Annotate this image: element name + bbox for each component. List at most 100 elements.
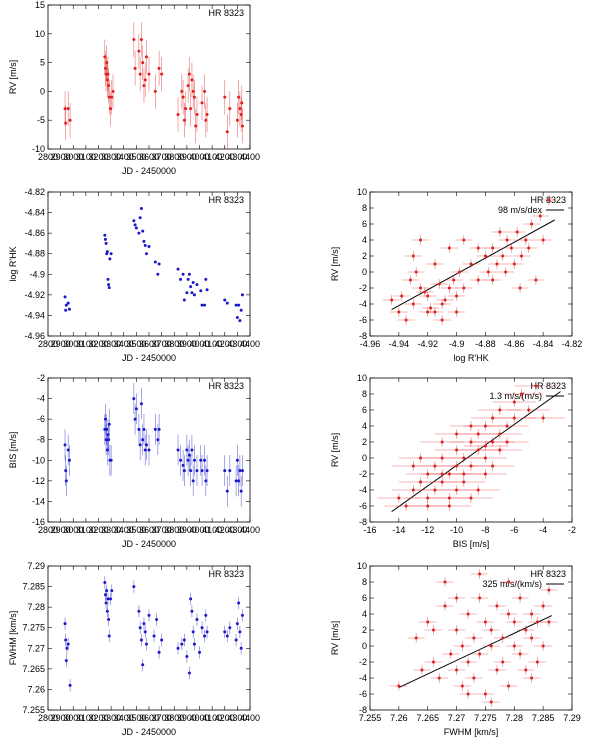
data-point [498, 235, 516, 245]
point-marker [64, 121, 68, 125]
point-marker [457, 270, 461, 274]
point-marker [431, 660, 435, 664]
data-point [239, 642, 243, 655]
y-tick-label: -5 [37, 115, 45, 125]
point-marker [108, 597, 112, 601]
data-point [67, 444, 71, 476]
data-point [153, 260, 157, 264]
point-marker [449, 652, 453, 656]
data-point [235, 315, 239, 319]
data-point [485, 437, 529, 447]
point-marker [237, 479, 241, 483]
point-marker [534, 278, 538, 282]
data-point [110, 79, 114, 115]
data-point [463, 441, 508, 451]
data-point [134, 393, 138, 425]
x-tick-label: 2800 [38, 525, 58, 535]
x-tick-label: 2900 [51, 339, 71, 349]
y-axis-label: RV [m/s] [330, 621, 340, 655]
x-axis-label: FWHM [km/s] [444, 727, 499, 737]
point-marker [111, 89, 115, 93]
data-point [139, 633, 143, 647]
data-point [508, 227, 526, 237]
x-tick-label: 3300 [101, 339, 121, 349]
data-point [189, 91, 193, 126]
x-tick-label: 2900 [51, 713, 71, 723]
chart-rv_fwhm: 7.255 7.26 7.265 7.27 7.275 7.28 7.285 7.29 -8 -6… [330, 561, 581, 737]
point-marker [103, 580, 107, 584]
point-marker [141, 229, 145, 233]
point-marker [204, 118, 208, 122]
y-tick-label: 4 [362, 609, 367, 619]
data-point [426, 259, 444, 269]
y-tick-label: -4.92 [24, 290, 45, 300]
point-marker [107, 286, 111, 290]
x-tick-label: -6 [510, 525, 518, 535]
data-point [478, 429, 522, 439]
data-points [377, 381, 565, 511]
x-tick-label: 3700 [152, 713, 172, 723]
point-marker [68, 683, 72, 687]
x-tick-label: 7.28 [506, 713, 524, 723]
x-tick-label: 3300 [101, 713, 121, 723]
point-marker [223, 630, 227, 634]
data-point [492, 397, 536, 407]
point-marker [189, 285, 193, 289]
x-tick-label: 3800 [164, 525, 184, 535]
data-point [137, 414, 141, 445]
data-point [512, 251, 531, 261]
data-point [411, 283, 430, 293]
data-point [419, 291, 437, 301]
point-marker [66, 107, 70, 111]
data-point [449, 421, 493, 431]
y-tick-label: 7.26 [27, 684, 45, 694]
point-marker [104, 241, 108, 245]
x-axis-label: log R'HK [453, 353, 488, 363]
point-marker [235, 622, 239, 626]
y-tick-label: 2 [362, 437, 367, 447]
point-marker [203, 89, 207, 93]
data-point [204, 609, 208, 622]
data-point [479, 267, 497, 277]
data-point [436, 295, 454, 305]
point-marker [225, 489, 229, 493]
data-point [522, 633, 541, 643]
data-point [184, 91, 188, 126]
data-point [419, 617, 437, 627]
data-point [482, 641, 500, 651]
data-points [382, 195, 558, 325]
data-point [152, 629, 156, 643]
x-tick-label: 3400 [114, 339, 134, 349]
point-marker [476, 246, 480, 250]
point-marker [191, 89, 195, 93]
plot-frame [47, 565, 251, 711]
point-marker [518, 596, 522, 600]
point-marker [501, 636, 505, 640]
point-marker [205, 469, 209, 473]
y-tick-label: 7.265 [22, 664, 45, 674]
point-marker [462, 480, 466, 484]
data-point [187, 272, 191, 276]
point-marker [195, 112, 199, 116]
data-point [186, 444, 190, 476]
data-point [138, 56, 142, 92]
data-point [511, 283, 529, 293]
point-marker [67, 458, 71, 462]
x-tick-label: 4000 [189, 152, 209, 162]
data-point [225, 475, 229, 507]
point-marker [107, 84, 111, 88]
data-point [191, 625, 195, 638]
data-point [190, 291, 194, 295]
data-point [235, 102, 239, 138]
point-marker [469, 424, 473, 428]
data-point [488, 601, 506, 611]
data-point [195, 283, 199, 287]
data-point [499, 609, 518, 619]
data-point [427, 501, 471, 511]
y-tick-label: 6 [362, 219, 367, 229]
point-marker [228, 626, 232, 630]
point-marker [238, 630, 242, 634]
point-marker [110, 95, 114, 99]
point-marker [153, 89, 157, 93]
data-point [108, 592, 112, 606]
